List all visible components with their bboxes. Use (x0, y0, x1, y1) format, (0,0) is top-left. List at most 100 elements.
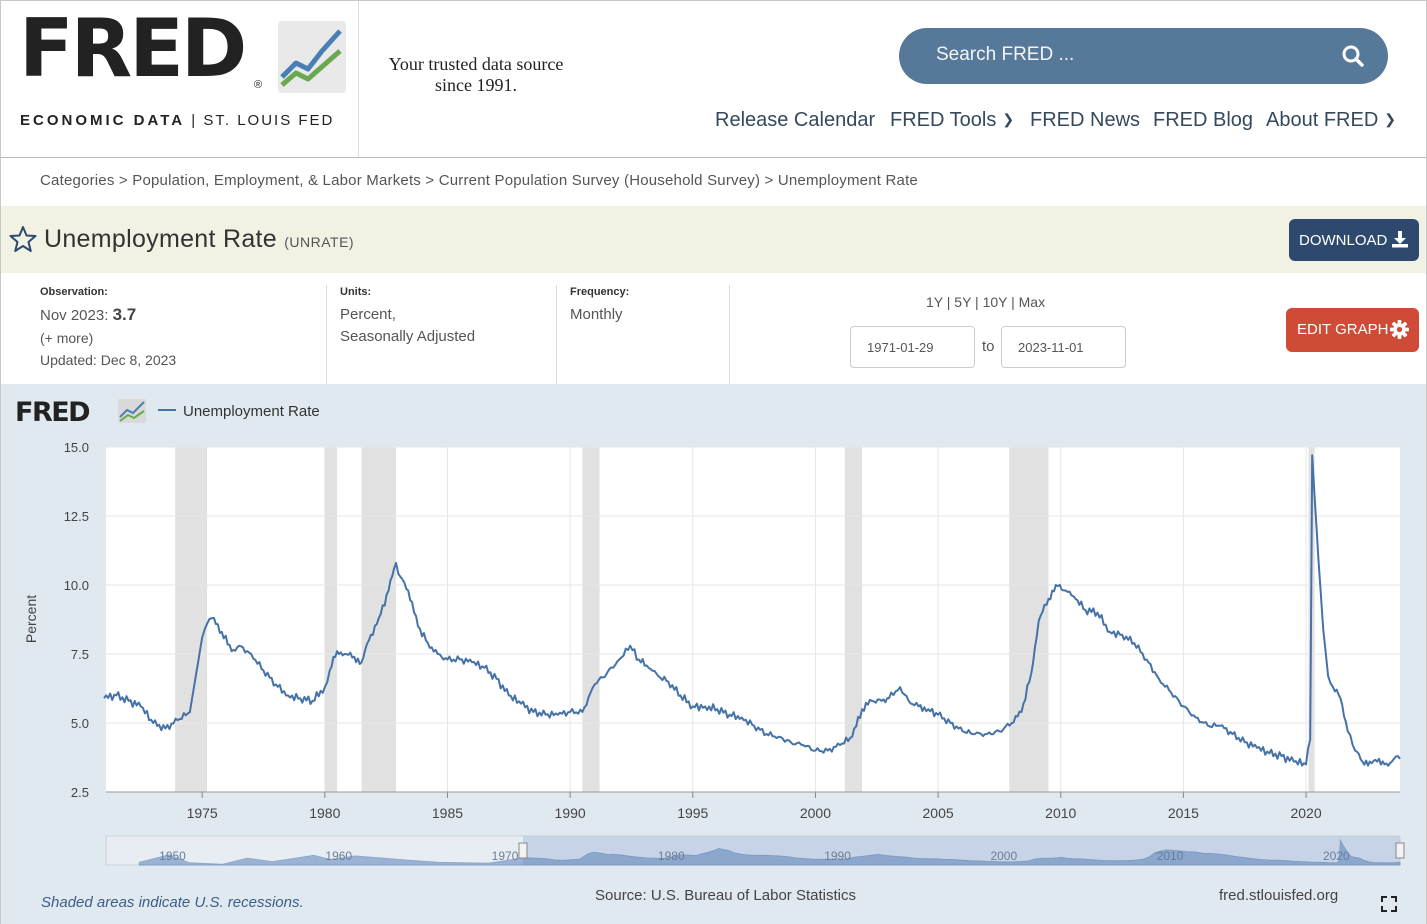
recession-band-1 (324, 447, 338, 792)
y-axis-label: Percent (23, 595, 39, 643)
x-tick-label: 1985 (432, 805, 463, 821)
x-tick-label: 2005 (923, 805, 954, 821)
units-line-2: Seasonally Adjusted (340, 328, 476, 345)
y-tick-label: 12.5 (64, 509, 89, 524)
download-label: DOWNLOAD (1299, 232, 1388, 249)
nav-fred-blog[interactable]: FRED Blog (1153, 109, 1254, 131)
site-header: FRED ® ECONOMIC DATA | ST. LOUIS FED You… (1, 1, 1426, 158)
x-tick-label: 1990 (555, 805, 586, 821)
observation-block: Observation: Nov 2023: 3.7 (+ more) Upda… (40, 286, 176, 371)
observation-date: Nov 2023: (40, 307, 109, 324)
search-icon[interactable] (1340, 43, 1366, 69)
navigator-tick-label: 2010 (1157, 849, 1184, 863)
legend-series-label: Unemployment Rate (183, 403, 320, 420)
y-tick-label: 7.5 (71, 647, 89, 662)
logo-registered-mark: ® (254, 79, 263, 91)
range-links[interactable]: 1Y | 5Y | 10Y | Max (926, 294, 1046, 310)
fred-url[interactable]: fred.stlouisfed.org (1219, 887, 1339, 904)
divider (326, 285, 327, 385)
recession-band-3 (582, 447, 600, 792)
nav-about-fred[interactable]: About FRED ❯ (1266, 109, 1396, 132)
logo-subtitle: ECONOMIC DATA | ST. LOUIS FED (20, 112, 334, 129)
navigator-left-handle (518, 842, 528, 859)
navigator-tick-label: 1970 (492, 849, 519, 863)
recession-band-5 (1009, 447, 1049, 792)
nav-release-calendar[interactable]: Release Calendar (715, 109, 876, 131)
nav-about-fred-label: About FRED (1266, 109, 1379, 131)
series-title: Unemployment Rate (44, 225, 277, 253)
legend-logo-line-blue (119, 401, 145, 418)
recession-note: Shaded areas indicate U.S. recessions. (41, 894, 304, 911)
edit-graph-button[interactable]: EDIT GRAPH (1286, 308, 1419, 352)
navigator-tick-label: 1950 (159, 849, 186, 863)
fred-logo[interactable]: FRED ® ECONOMIC DATA | ST. LOUIS FED (1, 1, 359, 157)
logo-wordmark: FRED (19, 2, 247, 95)
date-to-label: to (982, 338, 995, 355)
logo-sub-stlouisfed: ST. LOUIS FED (203, 112, 335, 129)
navigator-series-area (138, 838, 1401, 866)
download-button[interactable]: DOWNLOAD (1289, 219, 1419, 261)
x-tick-label: 1980 (309, 805, 340, 821)
divider (729, 285, 730, 385)
x-tick-label: 1975 (187, 805, 218, 821)
search-bar[interactable]: Search FRED ... (899, 28, 1388, 84)
fullscreen-icon[interactable] (1381, 896, 1397, 912)
nav-fred-tools[interactable]: FRED Tools ❯ (890, 109, 1014, 132)
series-line-unemployment-rate (103, 454, 1401, 767)
navigator-tick-label: 1960 (325, 849, 352, 863)
y-tick-label: 5.0 (71, 716, 89, 731)
navigator-tick-label: 1980 (658, 849, 685, 863)
tagline: Your trusted data source since 1991. (371, 54, 581, 96)
y-tick-label: 2.5 (71, 785, 89, 800)
divider (556, 285, 557, 385)
date-to-input[interactable]: 2023-11-01 (1001, 326, 1126, 368)
navigator-right-handle (1395, 842, 1405, 859)
logo-sub-economic-data: ECONOMIC DATA (20, 112, 186, 129)
date-from-input[interactable]: 1971-01-29 (850, 326, 975, 368)
page-title: Unemployment Rate (UNRATE) (44, 225, 354, 254)
edit-graph-label: EDIT GRAPH (1297, 321, 1389, 338)
download-icon (1392, 231, 1408, 248)
logo-sub-separator: | (191, 112, 198, 129)
x-tick-label: 2015 (1168, 805, 1199, 821)
star-icon[interactable] (9, 225, 37, 253)
plot-area (106, 447, 1400, 792)
x-tick-label: 2010 (1045, 805, 1076, 821)
more-link[interactable]: (+ more) (40, 330, 94, 346)
navigator-tick-label: 2000 (990, 849, 1017, 863)
observation-value: 3.7 (112, 305, 137, 324)
tagline-line-2: since 1991. (435, 75, 517, 95)
updated-date: Updated: Dec 8, 2023 (40, 352, 177, 368)
series-id: (UNRATE) (284, 234, 355, 250)
gear-icon (1390, 320, 1409, 339)
units-label: Units: (340, 286, 372, 298)
navigator-tick-label: 2020 (1323, 849, 1350, 863)
source-note[interactable]: Source: U.S. Bureau of Labor Statistics (595, 887, 856, 904)
logo-graph-icon (278, 21, 346, 93)
breadcrumb[interactable]: Categories > Population, Employment, & L… (40, 172, 918, 189)
navigator-tick-label: 1990 (824, 849, 851, 863)
x-tick-label: 1995 (677, 805, 708, 821)
search-input[interactable]: Search FRED ... (936, 44, 1075, 65)
tagline-line-1: Your trusted data source (388, 54, 564, 74)
y-tick-label: 10.0 (64, 578, 89, 593)
nav-fred-tools-label: FRED Tools (890, 109, 997, 131)
nav-fred-news[interactable]: FRED News (1030, 109, 1141, 131)
chevron-down-icon: ❯ (1384, 111, 1396, 127)
observation-line: Nov 2023: 3.7 (40, 304, 176, 327)
legend-fred-logo: FRED (15, 397, 89, 428)
legend-logo-line-green (119, 410, 145, 422)
x-tick-label: 2020 (1290, 805, 1321, 821)
x-tick-label: 2000 (800, 805, 831, 821)
units-block: Units: Percent, Seasonally Adjusted (340, 286, 475, 348)
frequency-block: Frequency: Monthly (570, 286, 629, 326)
y-tick-label: 15.0 (64, 440, 89, 455)
frequency-value: Monthly (570, 306, 623, 323)
frequency-label: Frequency: (570, 286, 630, 298)
chevron-down-icon: ❯ (1002, 111, 1015, 127)
series-title-bar: Unemployment Rate (UNRATE) DOWNLOAD (1, 206, 1426, 273)
units-line-1: Percent, (340, 306, 396, 323)
recession-band-4 (844, 447, 863, 792)
